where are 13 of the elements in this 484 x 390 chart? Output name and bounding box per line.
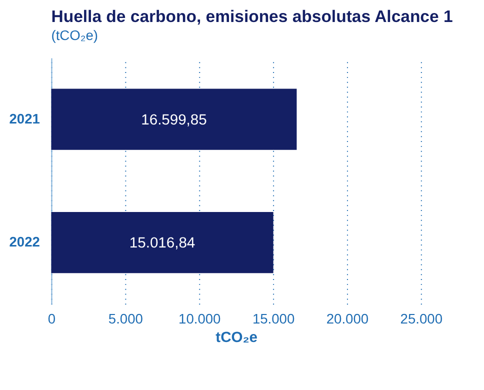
x-tick-label: 10.000 (178, 311, 222, 326)
x-tick-label: 15.000 (252, 311, 295, 326)
x-tick-label: 20.000 (326, 311, 369, 326)
x-tick-label: 0 (48, 311, 56, 326)
x-tick-label: 5.000 (108, 311, 144, 326)
data-label: 16.599,85 (141, 112, 207, 128)
y-tick-label: 2021 (9, 111, 40, 126)
data-label: 15.016,84 (129, 235, 196, 252)
x-axis-title: tCO₂e (216, 330, 258, 346)
chart-title: Huella de carbono, emisiones absolutas Alcance 1 (51, 7, 453, 26)
y-tick-label: 2022 (9, 234, 40, 250)
chart-subtitle: (tCO₂e) (51, 28, 98, 43)
x-tick-label: 25.000 (400, 311, 443, 326)
